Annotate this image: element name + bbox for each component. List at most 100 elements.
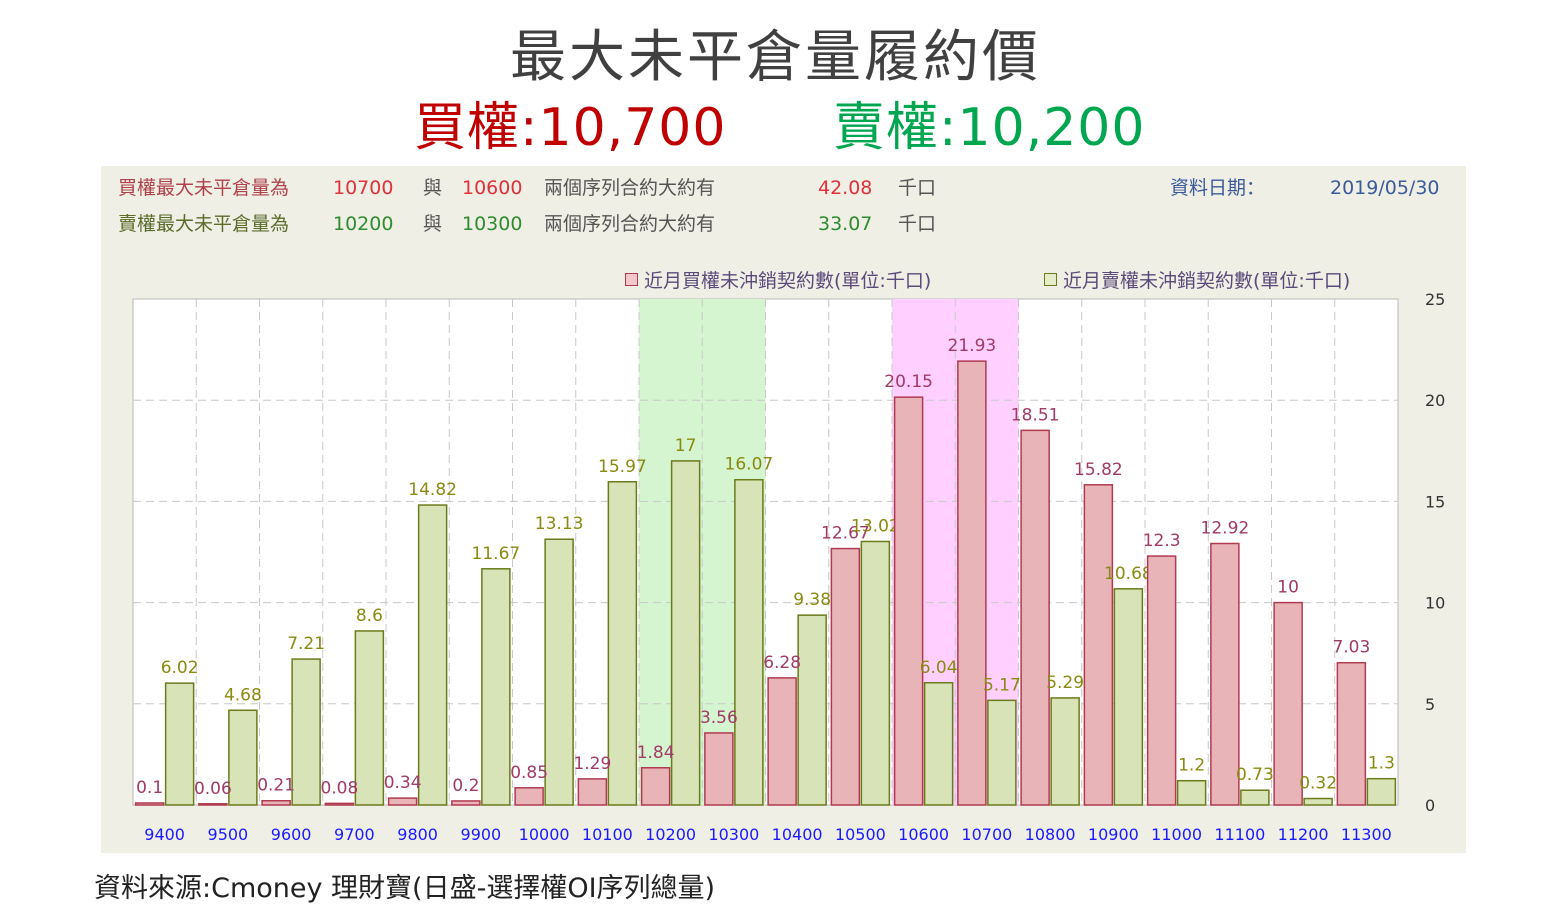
call-bar <box>451 800 481 806</box>
call-value-label: 0.08 <box>320 778 358 798</box>
put-bar <box>291 658 321 806</box>
call-info-strike2: 10600 <box>462 177 523 199</box>
call-value-label: 20.15 <box>884 372 933 392</box>
y-tick-label: 20 <box>1425 391 1445 410</box>
call-bar <box>1146 555 1177 806</box>
put-bar <box>670 460 701 806</box>
y-tick-label: 10 <box>1425 594 1445 613</box>
call-bar <box>1336 661 1367 806</box>
call-bar <box>387 797 418 806</box>
legend-put: 近月賣權未沖銷契約數(單位:千口) <box>1044 266 1350 293</box>
put-bar <box>1113 588 1144 806</box>
put-bar <box>797 614 827 806</box>
legend-put-label: 近月賣權未沖銷契約數(單位:千口) <box>1063 270 1351 292</box>
x-tick-label: 10100 <box>582 825 633 844</box>
call-bar <box>830 547 861 806</box>
put-info-strike1: 10200 <box>333 213 394 235</box>
call-value-label: 0.34 <box>384 773 422 793</box>
call-value-label: 12.3 <box>1143 531 1181 551</box>
call-value-label: 0.85 <box>510 763 548 783</box>
put-value-label: 4.68 <box>224 685 262 705</box>
y-tick-label: 5 <box>1425 695 1435 714</box>
call-value-label: 21.93 <box>948 336 997 356</box>
y-tick-label: 25 <box>1425 290 1445 309</box>
put-bar <box>1366 777 1397 806</box>
put-value-label: 6.04 <box>920 658 958 678</box>
call-value-label: 6.28 <box>763 653 801 673</box>
y-tick-label: 0 <box>1425 796 1435 815</box>
put-bar <box>481 568 511 806</box>
call-bar <box>1020 429 1050 806</box>
call-bar <box>324 802 355 806</box>
put-bar <box>1176 779 1207 806</box>
put-info-amount: 33.07 <box>818 213 873 235</box>
call-bar <box>767 677 797 806</box>
put-bar <box>987 699 1017 806</box>
call-bar <box>577 778 608 806</box>
x-tick-label: 10800 <box>1025 825 1076 844</box>
put-value-label: 14.82 <box>408 480 457 500</box>
x-tick-label: 10400 <box>772 825 823 844</box>
put-value-label: 5.17 <box>983 675 1021 695</box>
put-max-strike: 賣權:10,200 <box>833 98 1146 158</box>
x-tick-label: 9500 <box>208 825 249 844</box>
x-tick-label: 9700 <box>334 825 375 844</box>
call-max-strike: 買權:10,700 <box>414 98 727 158</box>
put-value-label: 0.32 <box>1299 774 1337 794</box>
call-bar <box>1273 601 1303 806</box>
x-tick-label: 10600 <box>898 825 949 844</box>
put-bar <box>860 540 891 806</box>
call-bar <box>957 360 987 806</box>
call-info-joiner: 與 <box>423 177 443 199</box>
put-value-label: 9.38 <box>793 590 831 610</box>
call-value-label: 0.1 <box>136 778 163 798</box>
legend-put-swatch <box>1044 273 1057 286</box>
call-value-label: 1.84 <box>637 743 675 763</box>
call-info-middle: 兩個序列合約大約有 <box>544 177 716 199</box>
put-value-label: 16.07 <box>725 455 774 475</box>
put-bar <box>1240 789 1270 806</box>
call-value-label: 0.2 <box>452 776 479 796</box>
call-bar <box>198 803 228 806</box>
put-bar <box>354 630 385 806</box>
put-value-label: 8.6 <box>356 606 383 626</box>
put-bar <box>923 682 954 806</box>
call-value-label: 1.29 <box>573 754 611 774</box>
put-bar <box>1050 697 1080 806</box>
call-value-label: 15.82 <box>1074 460 1123 480</box>
x-tick-label: 11100 <box>1214 825 1265 844</box>
call-info-prefix: 買權最大未平倉量為 <box>118 177 290 199</box>
put-value-label: 17 <box>675 436 697 456</box>
call-value-label: 7.03 <box>1332 638 1370 658</box>
x-tick-label: 9800 <box>397 825 438 844</box>
y-tick-label: 15 <box>1425 492 1445 511</box>
call-value-label: 10 <box>1277 578 1299 598</box>
put-value-label: 1.3 <box>1368 754 1395 774</box>
x-tick-label: 9400 <box>144 825 185 844</box>
put-bar <box>1303 797 1333 806</box>
call-info-strike1: 10700 <box>333 177 394 199</box>
x-tick-label: 10500 <box>835 825 886 844</box>
call-bar <box>704 732 734 806</box>
put-value-label: 1.2 <box>1178 756 1205 776</box>
put-value-label: 5.29 <box>1046 673 1084 693</box>
x-tick-label: 10200 <box>645 825 696 844</box>
put-value-label: 10.68 <box>1104 564 1153 584</box>
call-value-label: 0.06 <box>194 779 232 799</box>
date-value: 2019/05/30 <box>1330 177 1440 199</box>
x-tick-label: 10900 <box>1088 825 1139 844</box>
call-info-amount: 42.08 <box>818 177 873 199</box>
page-title: 最大未平倉量履約價 <box>510 25 1041 90</box>
call-bar <box>134 802 165 806</box>
call-bar <box>640 767 671 806</box>
put-value-label: 7.21 <box>287 634 325 654</box>
put-info-prefix: 賣權最大未平倉量為 <box>118 213 290 235</box>
put-bar <box>228 709 258 806</box>
x-tick-label: 11200 <box>1278 825 1329 844</box>
x-tick-label: 11000 <box>1151 825 1202 844</box>
put-info-unit: 千口 <box>898 213 937 235</box>
call-bar <box>1210 542 1240 806</box>
call-info-unit: 千口 <box>898 177 937 199</box>
put-value-label: 0.73 <box>1236 765 1274 785</box>
